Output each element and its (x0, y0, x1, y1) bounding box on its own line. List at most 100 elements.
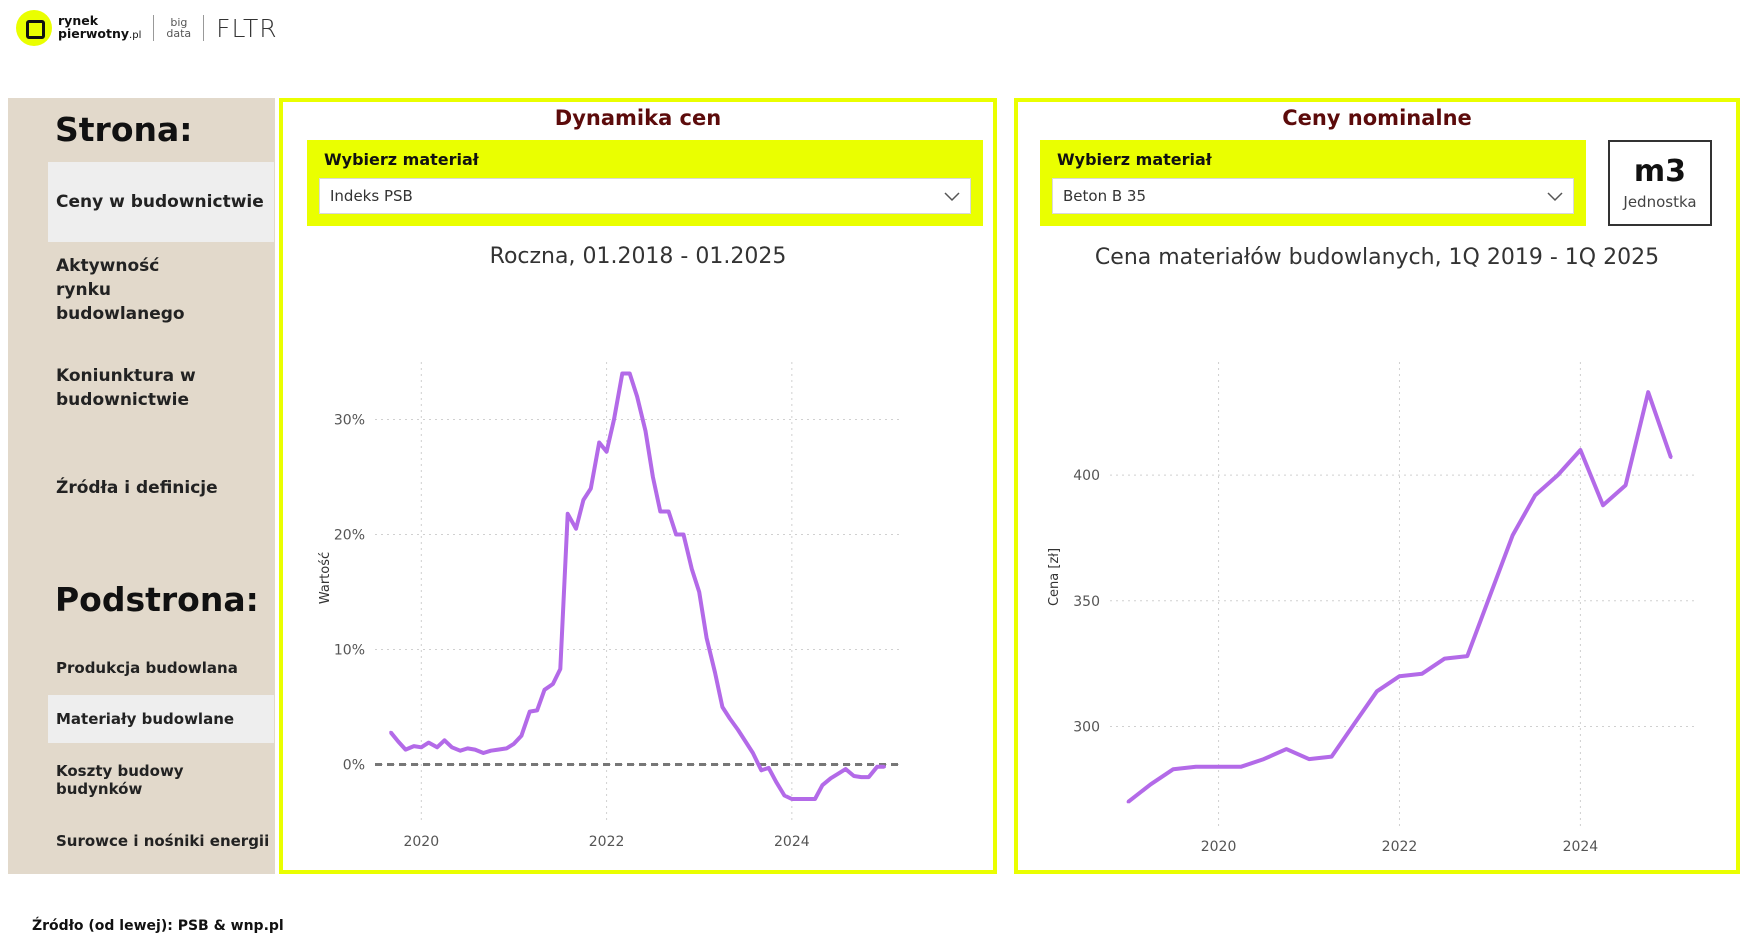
data-point (813, 797, 817, 801)
data-point (744, 740, 748, 743)
data-point (458, 749, 462, 753)
data-point (829, 776, 833, 780)
chevron-down-icon (944, 192, 960, 202)
app-header: rynek pierwotny.pl big data FLTR (16, 8, 278, 48)
nav-page-ceny-w-budownictwie[interactable]: Ceny w budownictwie (48, 162, 274, 242)
data-point (1330, 755, 1334, 759)
x-tick-label: 2020 (403, 834, 439, 850)
y-tick-label: 400 (1073, 468, 1100, 484)
data-point (1646, 390, 1650, 394)
x-tick-label: 2024 (774, 834, 810, 850)
price-dynamics-panel: Dynamika cen Wybierz materiał Indeks PSB… (279, 98, 997, 874)
data-point (404, 748, 408, 752)
brand-name: rynek pierwotny.pl (58, 14, 141, 42)
material-dropdown[interactable]: Beton B 35 (1052, 178, 1574, 214)
data-point (797, 797, 801, 801)
material-slicer: Wybierz materiał Beton B 35 (1040, 140, 1586, 226)
data-point (1352, 722, 1356, 726)
data-point (1578, 448, 1582, 452)
data-point (396, 740, 400, 743)
nav-subpage-label: Koszty budowy budynków (56, 762, 184, 798)
fltr-logo: FLTR (216, 13, 278, 43)
y-tick-label: 20% (334, 528, 365, 544)
data-point (790, 797, 794, 801)
price-dynamics-chart: Wartość 2020 2022 2024 0% 10% 20% 30% (318, 362, 903, 850)
material-slicer: Wybierz materiał Indeks PSB (307, 140, 983, 226)
data-point (574, 527, 578, 531)
data-point (1375, 689, 1379, 693)
data-point (1239, 765, 1243, 769)
data-point (1556, 473, 1560, 477)
data-point (728, 717, 732, 720)
page-heading: Strona: (55, 110, 193, 149)
data-point (882, 765, 886, 769)
y-tick-label: 300 (1073, 719, 1100, 735)
nav-subpage-label: Produkcja budowlana (56, 659, 238, 677)
data-point (389, 730, 393, 734)
rynekpierwotny-logo-icon (16, 10, 52, 46)
bigdata-logo: big data (166, 17, 191, 39)
data-point (1397, 674, 1401, 678)
data-point (1465, 654, 1469, 658)
data-point (558, 667, 562, 671)
data-point (875, 765, 879, 769)
data-point (782, 794, 786, 798)
nav-subpage-materialy[interactable]: Materiały budowlane (48, 695, 274, 743)
y-tick-label: 350 (1073, 594, 1100, 610)
bigdata-line-2: data (166, 27, 192, 40)
data-point (496, 748, 500, 752)
data-point (543, 688, 547, 692)
header-divider (153, 15, 155, 41)
nav-subpage-surowce[interactable]: Surowce i nośniki energii (48, 817, 274, 865)
panel-title: Dynamika cen (554, 106, 722, 130)
data-point (1624, 483, 1628, 487)
data-point (674, 533, 678, 536)
nav-page-aktywnosc-rynku[interactable]: Aktywność rynku budowlanego (48, 256, 274, 324)
data-point (1511, 533, 1515, 537)
data-point (605, 450, 609, 454)
dropdown-value: Indeks PSB (330, 187, 413, 205)
data-point (519, 734, 523, 738)
source-footnote: Źródło (od lewej): PSB & wnp.pl (32, 918, 284, 934)
data-point (620, 372, 624, 375)
nav-page-zrodla[interactable]: Źródła i definicje (48, 464, 274, 512)
data-point (419, 745, 423, 749)
data-point (844, 767, 848, 771)
subpage-heading: Podstrona: (55, 580, 259, 619)
unit-card: m3 Jednostka (1608, 140, 1712, 226)
data-point (713, 671, 717, 674)
data-point (1149, 782, 1153, 786)
data-point (1669, 456, 1673, 460)
nav-subpage-label: Materiały budowlane (56, 710, 235, 728)
data-point (612, 418, 616, 421)
data-point (1171, 767, 1175, 771)
navigation-sidebar: Strona: Ceny w budownictwie Aktywność ry… (8, 98, 275, 874)
data-point (806, 797, 810, 801)
data-point (759, 768, 763, 772)
data-point (1443, 657, 1447, 661)
data-point (589, 487, 593, 490)
nav-subpage-koszty[interactable]: Koszty budowy budynków (48, 756, 274, 804)
data-point (836, 772, 840, 776)
material-dropdown[interactable]: Indeks PSB (319, 178, 971, 214)
x-tick-label: 2020 (1201, 839, 1237, 855)
data-point (635, 395, 639, 398)
bigdata-line-1: big (170, 16, 188, 29)
nav-page-koniunktura[interactable]: Koniunktura w budownictwie (48, 356, 274, 420)
data-point (1488, 594, 1492, 598)
data-point (1420, 672, 1424, 676)
nav-subpage-produkcja[interactable]: Produkcja budowlana (48, 644, 274, 692)
data-point (667, 510, 671, 513)
data-point (767, 766, 771, 770)
data-point (1284, 747, 1288, 751)
data-point (736, 728, 740, 732)
nav-page-label: Źródła i definicje (56, 478, 218, 498)
data-point (720, 705, 724, 709)
series-line (389, 371, 885, 801)
x-tick-label: 2022 (1382, 839, 1418, 855)
brand-line-1: rynek (58, 13, 99, 28)
data-point (1126, 800, 1130, 804)
brand-line-2: pierwotny (58, 26, 130, 41)
data-point (597, 441, 601, 444)
nav-page-label: Koniunktura w budownictwie (56, 366, 196, 410)
